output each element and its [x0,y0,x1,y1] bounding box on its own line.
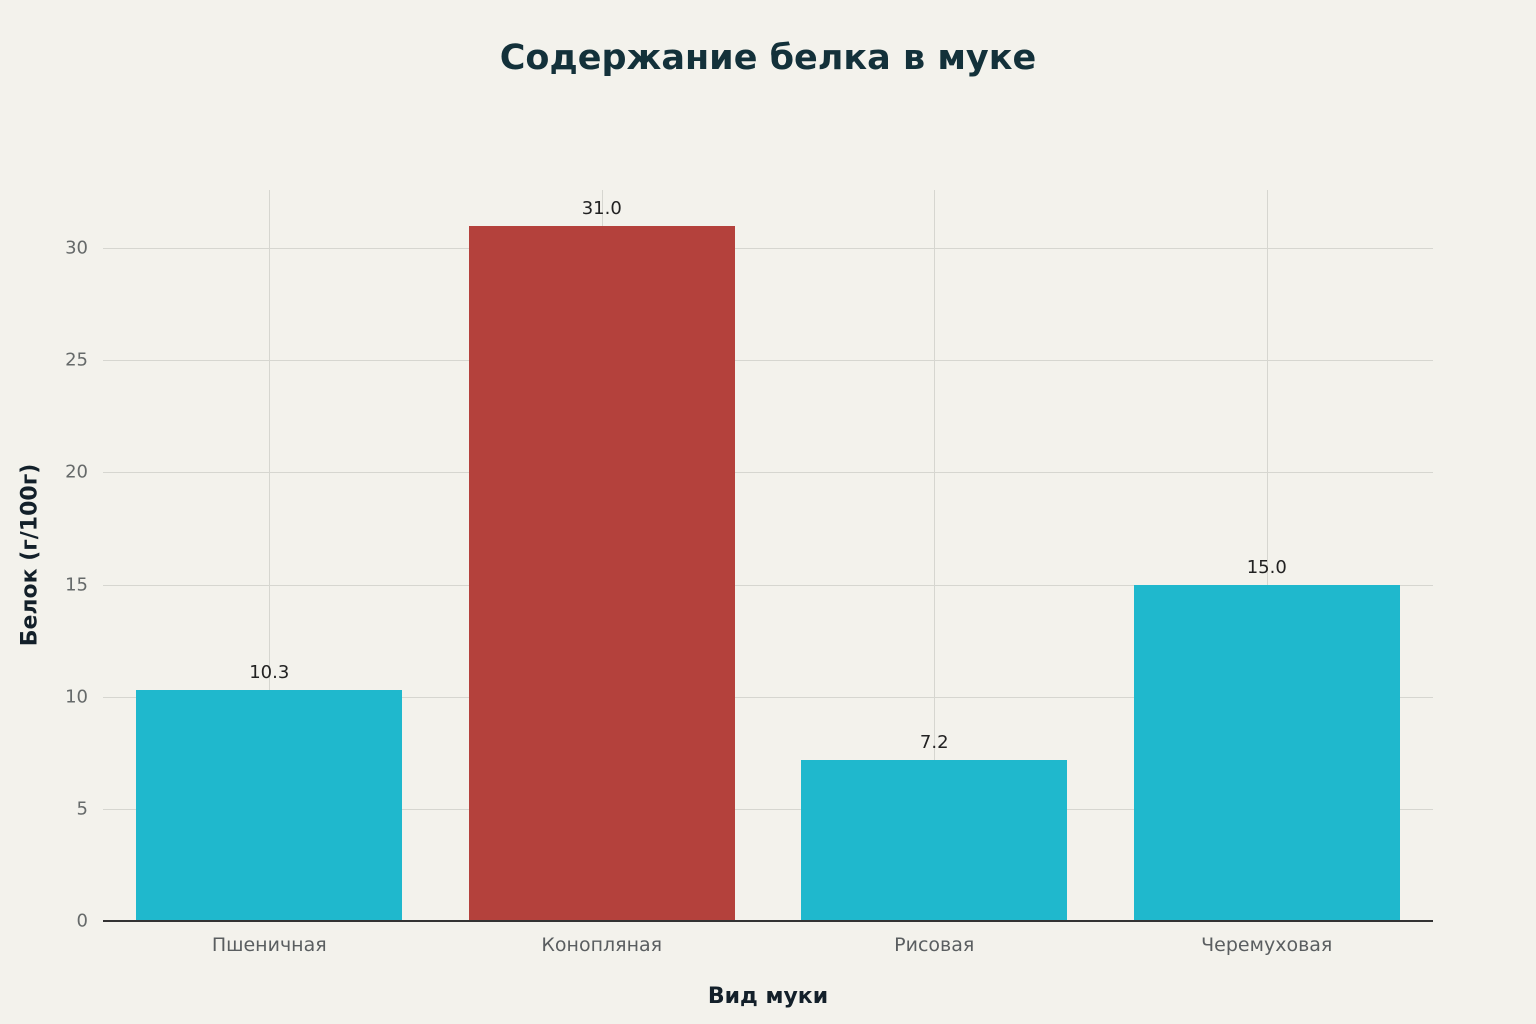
gridline-horizontal [103,248,1433,250]
bar-1[interactable] [136,689,403,921]
gridline-horizontal [103,584,1433,586]
y-tick-label: 20 [65,461,88,483]
chart-title: Содержание белка в муке [499,38,1037,78]
bar-value-label: 7.2 [919,731,949,753]
x-tick-label: Рисовая [894,934,975,956]
bar-value-label: 15.0 [1246,556,1287,578]
gridline-vertical [934,190,936,921]
bar-2[interactable] [468,225,735,921]
bar-3[interactable] [801,759,1068,921]
bar-value-label: 10.3 [249,661,290,683]
y-tick-label: 15 [65,574,88,596]
y-axis-label: Белок (г/100г) [17,463,43,647]
y-tick-label: 5 [76,798,88,820]
gridline-horizontal [103,472,1433,474]
gridline-horizontal [103,696,1433,698]
y-tick-label: 0 [76,910,88,932]
x-tick-label: Конопляная [541,934,663,956]
gridline-horizontal [103,808,1433,810]
x-tick-label: Черемуховая [1201,934,1333,956]
gridline-horizontal [103,360,1433,362]
y-tick-label: 30 [65,237,88,259]
plot-area: 10.3 31.0 7.2 15.0 [103,190,1433,921]
y-tick-label: 10 [65,686,88,708]
y-tick-label: 25 [65,349,88,371]
bar-4[interactable] [1133,584,1400,921]
gridline-vertical [269,190,271,921]
bar-value-label: 31.0 [581,197,622,219]
x-axis-label: Вид муки [707,984,829,1009]
x-axis-line [103,920,1433,922]
gridline-vertical [1266,190,1268,921]
x-tick-label: Пшеничная [211,934,327,956]
